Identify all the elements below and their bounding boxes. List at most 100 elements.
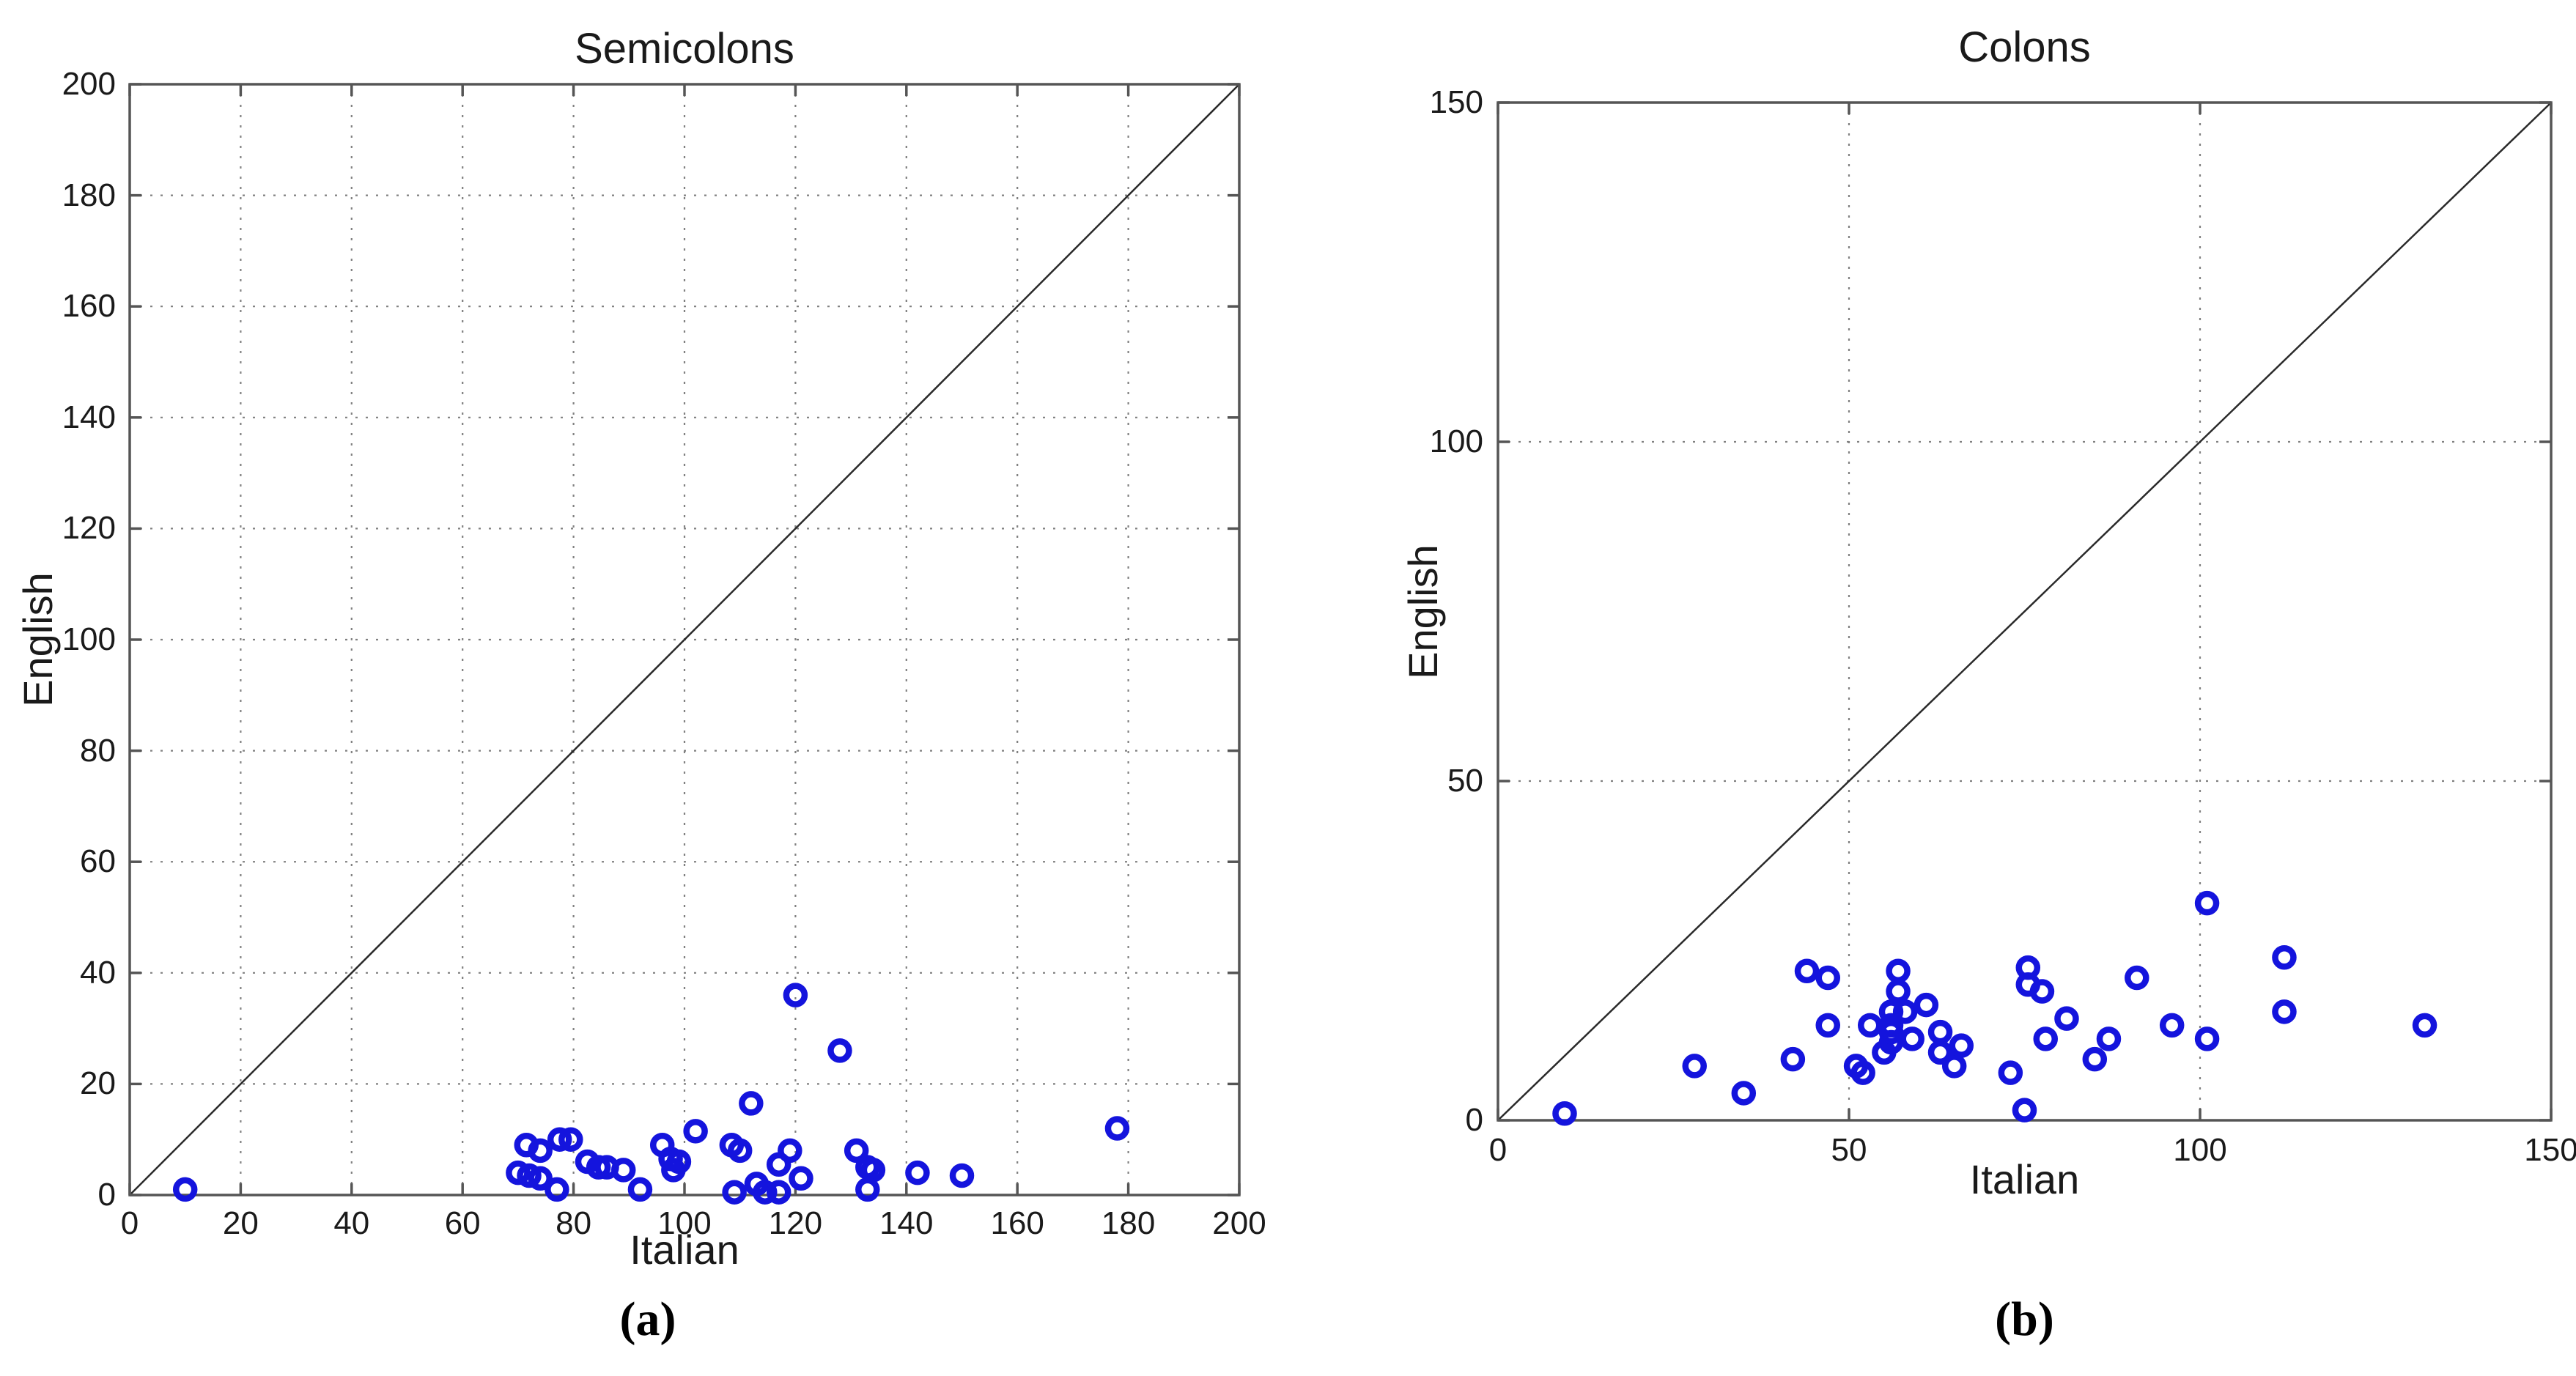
data-point bbox=[1850, 1060, 1875, 1085]
y-tick-label: 40 bbox=[80, 954, 116, 991]
data-point bbox=[778, 1138, 802, 1164]
y-tick-label: 0 bbox=[1465, 1102, 1483, 1138]
data-point bbox=[547, 1127, 572, 1152]
data-point bbox=[1552, 1101, 1577, 1126]
data-point bbox=[2272, 945, 2297, 970]
x-tick-label: 140 bbox=[879, 1205, 934, 1241]
data-point bbox=[753, 1180, 778, 1205]
data-point bbox=[827, 1038, 852, 1063]
data-point bbox=[506, 1160, 531, 1185]
panel-a-caption: (a) bbox=[619, 1292, 676, 1346]
x-tick-label: 0 bbox=[120, 1205, 139, 1241]
x-tick-label: 80 bbox=[556, 1205, 592, 1241]
panel-a-xlabel: Italian bbox=[630, 1227, 739, 1273]
data-point bbox=[1998, 1060, 2023, 1085]
data-point bbox=[2082, 1046, 2108, 1072]
data-point bbox=[2272, 999, 2297, 1024]
x-tick-label: 180 bbox=[1101, 1205, 1156, 1241]
data-point bbox=[2029, 979, 2055, 1004]
data-point bbox=[2125, 965, 2149, 991]
y-tick-label: 60 bbox=[80, 843, 116, 880]
data-point bbox=[627, 1177, 653, 1202]
x-tick-label: 160 bbox=[990, 1205, 1044, 1241]
y-tick-label: 100 bbox=[1429, 423, 1483, 459]
data-point bbox=[1941, 1054, 1967, 1079]
y-tick-label: 0 bbox=[97, 1177, 116, 1213]
panel-b-caption: (b) bbox=[1995, 1292, 2054, 1346]
identity-diagonal-line bbox=[129, 84, 1240, 1196]
data-point bbox=[1731, 1081, 1757, 1106]
data-point bbox=[2412, 1013, 2437, 1038]
data-point bbox=[727, 1138, 753, 1164]
y-tick-label: 100 bbox=[62, 621, 116, 657]
data-point bbox=[1892, 999, 1918, 1024]
x-tick-label: 40 bbox=[333, 1205, 370, 1241]
data-point bbox=[783, 983, 808, 1007]
x-tick-label: 200 bbox=[1212, 1205, 1266, 1241]
data-point bbox=[1815, 1013, 1841, 1038]
panel-b-title: Colons bbox=[1958, 23, 2091, 71]
data-point bbox=[2096, 1027, 2122, 1051]
data-point bbox=[683, 1119, 708, 1144]
x-tick-label: 60 bbox=[444, 1205, 481, 1241]
data-point bbox=[1886, 979, 1911, 1004]
data-point bbox=[1794, 958, 1820, 984]
x-tick-label: 100 bbox=[657, 1205, 712, 1241]
y-tick-label: 150 bbox=[1429, 84, 1483, 120]
data-point bbox=[722, 1180, 747, 1205]
data-point bbox=[1780, 1046, 1806, 1072]
data-point bbox=[528, 1138, 553, 1164]
data-point bbox=[1878, 999, 1904, 1024]
data-point bbox=[2033, 1027, 2058, 1051]
data-point bbox=[1815, 965, 1841, 991]
x-tick-label: 20 bbox=[222, 1205, 259, 1241]
data-point bbox=[949, 1163, 975, 1188]
data-point bbox=[1878, 1013, 1904, 1038]
data-point bbox=[517, 1163, 542, 1188]
x-tick-label: 0 bbox=[1488, 1132, 1507, 1168]
panel-b-ylabel: English bbox=[1400, 544, 1446, 679]
data-point bbox=[789, 1166, 813, 1191]
data-point bbox=[586, 1155, 611, 1180]
x-tick-label: 150 bbox=[2524, 1132, 2576, 1168]
data-point bbox=[1949, 1033, 1974, 1058]
data-point bbox=[2194, 890, 2220, 916]
identity-diagonal-line bbox=[1497, 102, 2552, 1121]
data-point bbox=[2159, 1013, 2185, 1038]
data-point bbox=[2012, 1098, 2037, 1122]
data-point bbox=[844, 1138, 869, 1164]
x-tick-label: 50 bbox=[1831, 1132, 1867, 1168]
data-point bbox=[2194, 1027, 2220, 1051]
data-point bbox=[610, 1158, 636, 1183]
y-tick-label: 50 bbox=[1447, 763, 1483, 799]
data-point bbox=[1886, 958, 1911, 984]
data-point bbox=[905, 1160, 930, 1185]
data-point bbox=[666, 1149, 692, 1175]
data-point bbox=[1913, 992, 1939, 1018]
data-point bbox=[545, 1177, 569, 1202]
data-point bbox=[1857, 1013, 1883, 1038]
panel-a-ylabel: English bbox=[15, 572, 61, 707]
data-point bbox=[1927, 1019, 1953, 1045]
y-tick-label: 80 bbox=[80, 732, 116, 769]
data-point bbox=[1682, 1054, 1707, 1079]
y-tick-label: 160 bbox=[62, 288, 116, 325]
data-point bbox=[739, 1091, 764, 1116]
x-tick-label: 120 bbox=[768, 1205, 823, 1241]
data-point bbox=[172, 1177, 198, 1202]
data-point bbox=[855, 1177, 880, 1202]
y-tick-label: 200 bbox=[62, 66, 116, 102]
data-point bbox=[1900, 1027, 1924, 1051]
y-tick-label: 120 bbox=[62, 510, 116, 547]
panel-a-title: Semicolons bbox=[575, 25, 794, 73]
panel-b-xlabel: Italian bbox=[1969, 1156, 2080, 1202]
data-point bbox=[558, 1127, 583, 1152]
data-point bbox=[766, 1180, 791, 1205]
data-point bbox=[528, 1166, 553, 1191]
data-point bbox=[1927, 1040, 1953, 1065]
data-point bbox=[1104, 1116, 1130, 1141]
y-tick-label: 140 bbox=[62, 399, 116, 435]
x-tick-label: 100 bbox=[2173, 1132, 2227, 1168]
